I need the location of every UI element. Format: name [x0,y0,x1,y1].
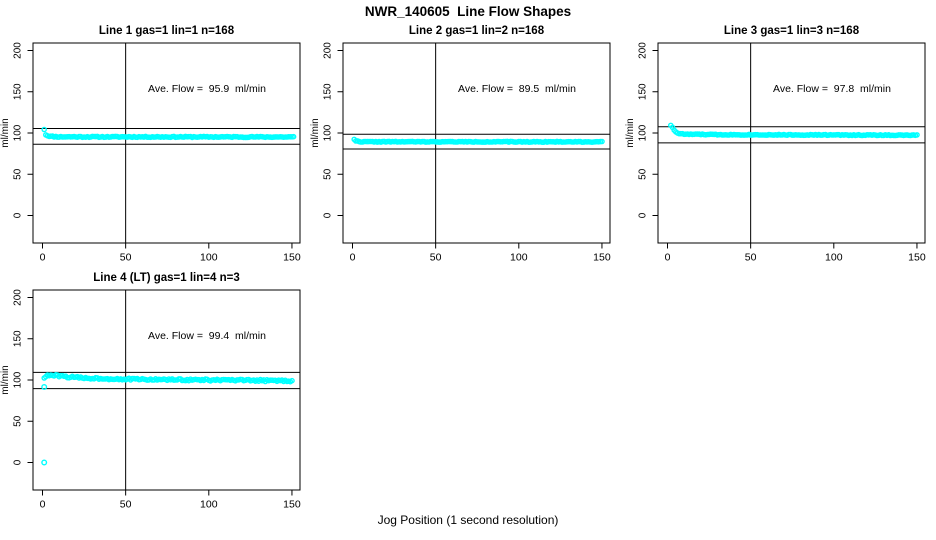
ave-flow-annotation: Ave. Flow = 95.9 ml/min [148,83,266,95]
y-axis-title: ml/min [625,118,636,147]
y-tick-label: 200 [323,42,334,59]
y-tick-label: 150 [13,330,24,347]
subplot-title: Line 2 gas=1 lin=2 n=168 [409,25,545,37]
x-tick-label: 150 [283,252,301,264]
data-point [41,126,48,133]
plot-box [32,42,301,244]
plot-canvas-3: Line 3 gas=1 lin=3 n=168 0 50 100 150 200 ml/m… [625,25,926,264]
subplot-line-1: Line 1 gas=1 lin=1 n=168 0 50 100 150 200 ml/m… [0,10,306,265]
x-tick-label: 150 [283,499,301,511]
subplot-title: Line 3 gas=1 lin=3 n=168 [724,25,860,37]
x-tick-label: 150 [593,252,611,264]
y-tick-label: 200 [638,42,649,59]
subplot-line-3: Line 3 gas=1 lin=3 n=168 0 50 100 150 200 ml/m… [625,10,931,265]
plot-canvas-4: Line 4 (LT) gas=1 lin=4 n=3 0 50 100 150 200 m… [0,272,301,511]
x-axis: 0 50 100 150 [350,243,611,264]
x-axis: 0 50 100 150 [40,243,301,264]
subplot-title: Line 1 gas=1 lin=1 n=168 [99,25,235,37]
ave-flow-annotation: Ave. Flow = 97.8 ml/min [773,83,891,95]
data-points [41,126,297,141]
subplot-line-4: Line 4 (LT) gas=1 lin=4 n=3 0 50 100 150 200 m… [0,257,306,512]
outlier-point [41,383,48,390]
y-tick-label: 0 [638,212,649,218]
data-points [41,372,295,466]
y-axis: 0 50 100 150 200 ml/min [625,42,658,218]
x-tick-label: 50 [120,252,132,264]
x-tick-label: 0 [40,499,46,511]
data-point [289,377,295,384]
x-tick-label: 100 [825,252,843,264]
x-tick-label: 0 [40,252,46,264]
x-axis: 0 50 100 150 [665,243,926,264]
y-tick-label: 50 [638,168,649,180]
y-tick-label: 50 [13,168,24,180]
y-axis-title: ml/min [0,365,11,394]
y-tick-label: 50 [13,415,24,427]
x-tick-label: 100 [510,252,528,264]
data-point [290,133,297,140]
x-axis: 0 50 100 150 [40,490,301,511]
plot-box [32,289,301,491]
x-tick-label: 0 [350,252,356,264]
x-tick-label: 100 [200,252,218,264]
y-axis: 0 50 100 150 200 ml/min [0,42,33,218]
data-points [668,122,920,139]
subplot-title: Line 4 (LT) gas=1 lin=4 n=3 [93,272,239,284]
y-axis: 0 50 100 150 200 ml/min [0,289,33,465]
outlier-point [41,459,48,466]
y-tick-label: 150 [323,83,334,100]
y-tick-label: 200 [13,42,24,59]
y-tick-label: 150 [13,83,24,100]
x-tick-label: 100 [200,499,218,511]
y-tick-label: 100 [13,371,24,388]
plot-canvas-1: Line 1 gas=1 lin=1 n=168 0 50 100 150 200 ml/m… [0,25,301,264]
y-tick-label: 0 [13,212,24,218]
y-tick-label: 100 [323,124,334,141]
x-tick-label: 150 [908,252,926,264]
y-tick-label: 0 [323,212,334,218]
plot-box [342,42,611,244]
y-axis-title: ml/min [0,118,11,147]
data-points [351,136,605,145]
x-tick-label: 50 [120,499,132,511]
ave-flow-annotation: Ave. Flow = 99.4 ml/min [148,330,266,342]
y-tick-label: 200 [13,289,24,306]
subplot-line-2: Line 2 gas=1 lin=2 n=168 0 50 100 150 200 ml/m… [310,10,616,265]
x-tick-label: 50 [430,252,442,264]
x-tick-label: 0 [665,252,671,264]
plot-canvas-2: Line 2 gas=1 lin=2 n=168 0 50 100 150 200 ml/m… [310,25,611,264]
y-tick-label: 100 [638,124,649,141]
data-point [914,132,920,138]
data-point [599,138,605,145]
figure-title: NWR_140605 Line Flow Shapes [364,4,572,19]
y-tick-label: 50 [323,168,334,180]
y-tick-label: 150 [638,83,649,100]
x-tick-label: 50 [745,252,757,264]
y-axis-title: ml/min [310,118,321,147]
y-tick-label: 0 [13,459,24,465]
ave-flow-annotation: Ave. Flow = 89.5 ml/min [458,83,576,95]
y-tick-label: 100 [13,124,24,141]
x-axis-label: Jog Position (1 second resolution) [377,513,559,527]
y-axis: 0 50 100 150 200 ml/min [310,42,343,218]
